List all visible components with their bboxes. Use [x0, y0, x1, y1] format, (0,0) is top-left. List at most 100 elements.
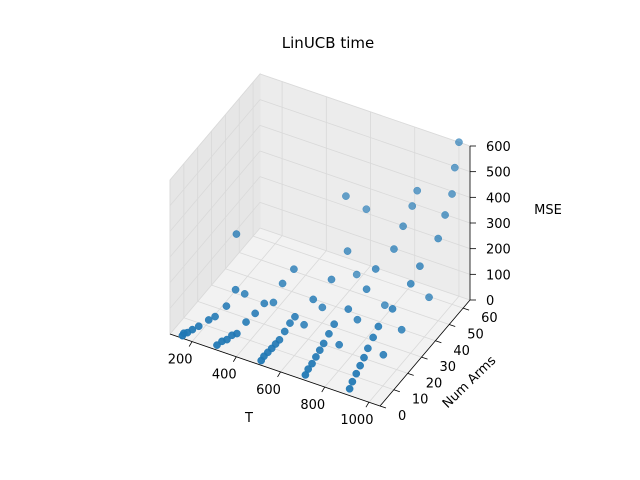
data-point [290, 265, 298, 274]
z-tick-label: 300 [486, 217, 511, 232]
z-gridline-back [259, 201, 471, 275]
data-point [406, 279, 415, 288]
z-tick-label: 200 [486, 243, 511, 258]
data-point [228, 331, 236, 340]
y-tick-label: 10 [412, 393, 429, 408]
data-point [222, 302, 231, 310]
data-point [425, 293, 433, 302]
data-point [240, 290, 249, 298]
y-tick-label: 30 [440, 360, 457, 375]
data-point [364, 344, 372, 353]
data-point [318, 303, 327, 312]
data-point [343, 247, 352, 255]
data-point [330, 320, 339, 329]
x-tick-label: 400 [212, 368, 237, 383]
y-tick-mark [407, 373, 414, 376]
data-point [325, 329, 333, 338]
z-tick-label: 400 [486, 191, 511, 206]
data-point [242, 318, 250, 326]
tick-marks [188, 145, 476, 409]
data-point [269, 298, 278, 307]
x-gridline-floor [324, 280, 416, 388]
data-point [455, 138, 463, 147]
data-point [194, 322, 203, 331]
x-tick-mark [321, 386, 326, 393]
y-gridline-floor [183, 317, 394, 391]
data-point [335, 340, 344, 349]
data-point [286, 319, 294, 327]
data-point [178, 331, 187, 340]
y-tick-label: 50 [467, 327, 484, 342]
data-point [260, 299, 269, 308]
data-point [301, 371, 310, 379]
data-point [204, 316, 213, 324]
data-point [312, 353, 320, 361]
data-point [369, 333, 377, 342]
data-point [352, 369, 361, 378]
x-gridline-floor [368, 295, 460, 403]
z-gridline-side [169, 99, 261, 206]
data-point [345, 384, 354, 393]
y-tick-mark [449, 324, 456, 327]
data-point [327, 275, 336, 284]
data-point [379, 350, 388, 359]
data-point [371, 265, 380, 273]
data-point [278, 279, 287, 288]
x-axis-label: T [244, 411, 253, 426]
z-gridline-back [259, 73, 471, 147]
x-tick-mark [188, 341, 193, 347]
data-point [280, 327, 289, 336]
data-point [232, 230, 241, 238]
y-tick-mark [421, 356, 428, 360]
z-tick-label: 0 [486, 294, 494, 309]
data-point [300, 320, 308, 329]
y-gridline-floor [239, 252, 450, 325]
data-point [413, 186, 422, 195]
data-point [408, 202, 417, 210]
z-gridline-side [169, 227, 261, 335]
data-point [362, 205, 371, 214]
z-tick-label: 500 [486, 166, 511, 181]
z-axis-label: MSE [534, 203, 562, 218]
data-point [251, 309, 260, 318]
axes-panes [169, 72, 471, 407]
data-point [399, 222, 407, 231]
data-point [360, 353, 368, 362]
z-gridline-side [169, 176, 261, 283]
data-point [388, 305, 397, 313]
x-axis-line [169, 333, 381, 407]
z-tick-label: 100 [486, 268, 511, 283]
data-point [319, 339, 328, 348]
z-gridline-side [169, 125, 261, 232]
x-gridline-floor [280, 265, 371, 373]
z-gridline-back [259, 150, 471, 224]
y-tick-mark [435, 340, 442, 344]
data-point [390, 245, 398, 253]
y-tick-label: 60 [481, 311, 498, 326]
data-point [362, 285, 371, 294]
y-tick-mark [379, 405, 387, 409]
chart-title: LinUCB time [282, 34, 374, 52]
y-tick-label: 40 [453, 344, 470, 359]
y-tick-label: 20 [426, 376, 443, 391]
data-point [434, 234, 443, 243]
x-gridline-floor [236, 250, 327, 357]
y-tick-mark [462, 307, 470, 311]
data-point [441, 211, 449, 219]
data-point [342, 192, 350, 200]
y-axis-line [379, 299, 471, 407]
data-point [213, 341, 221, 349]
data-point [211, 312, 219, 321]
data-point [309, 295, 318, 304]
z-gridline-back [259, 99, 471, 173]
data-point [352, 270, 361, 279]
data-point [257, 356, 266, 365]
data-point [380, 301, 389, 310]
data-point [308, 359, 316, 368]
data-point [397, 325, 406, 334]
y-tick-mark [393, 389, 400, 393]
data-point [353, 315, 362, 324]
z-tick-label: 600 [486, 140, 511, 155]
